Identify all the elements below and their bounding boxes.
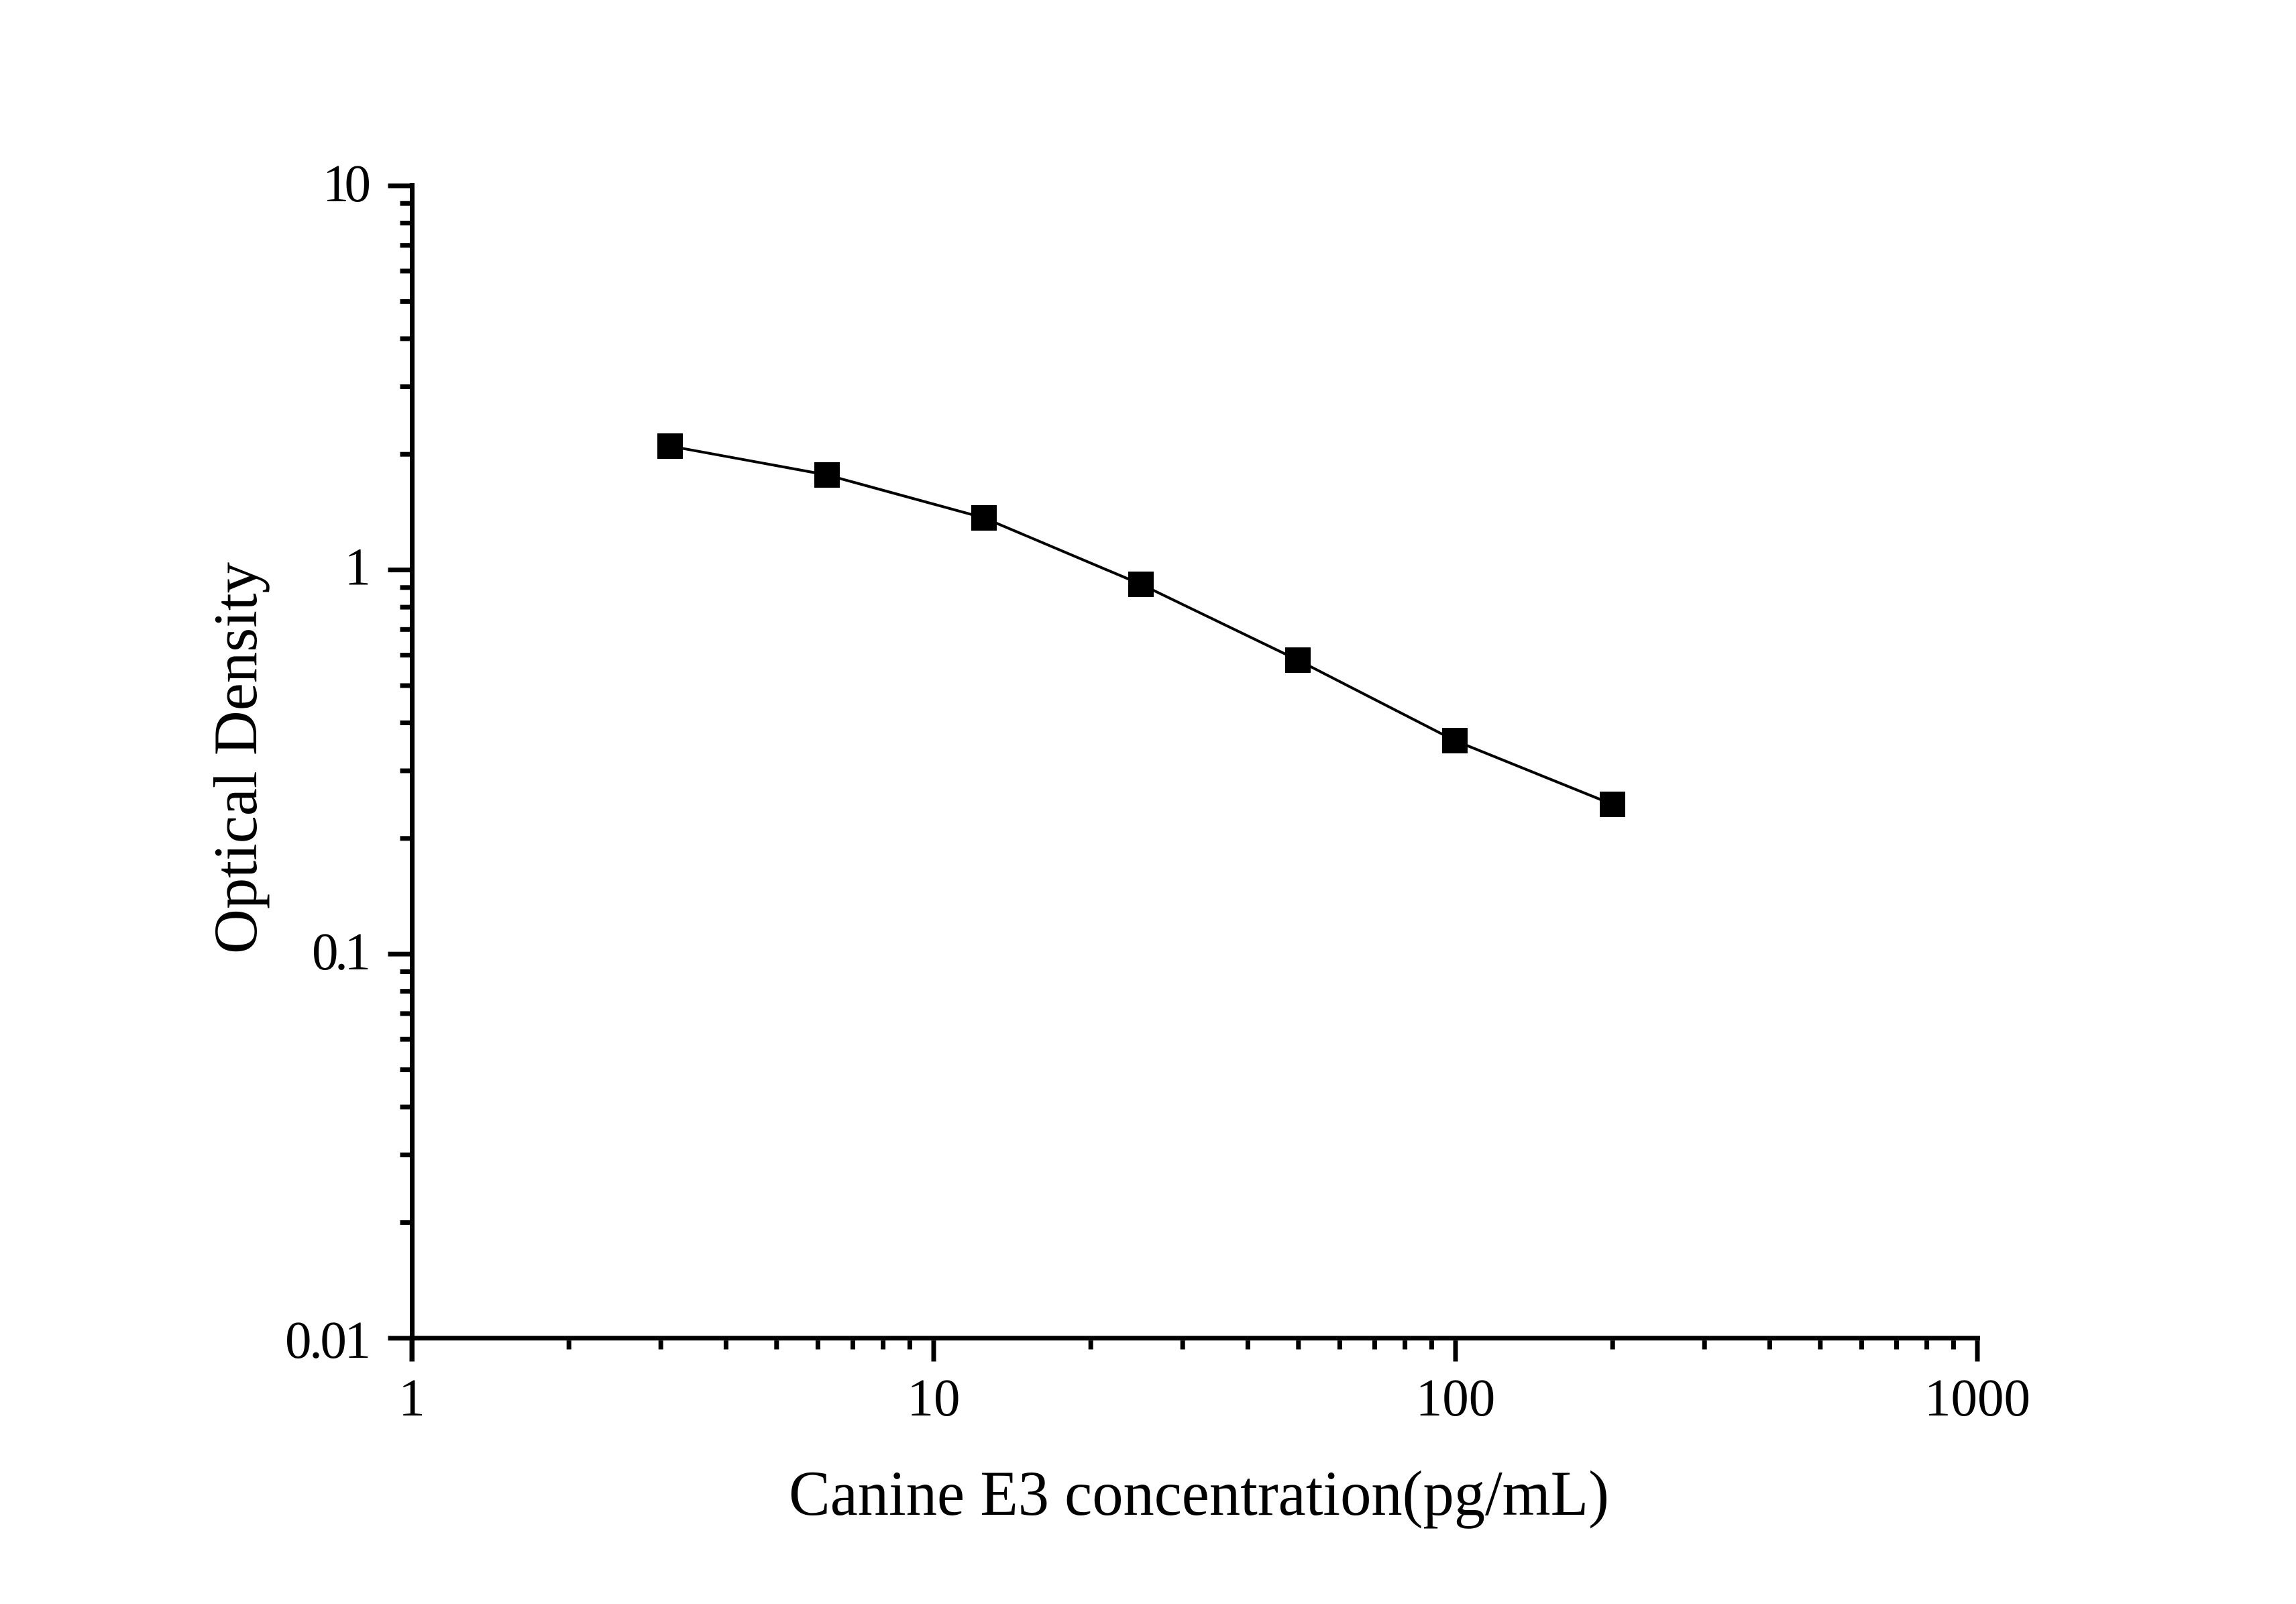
svg-text:1: 1 [345,539,372,597]
svg-text:0.01: 0.01 [285,1312,371,1370]
svg-text:100: 100 [1416,1369,1496,1428]
svg-text:Optical Density: Optical Density [201,562,270,954]
svg-text:1000: 1000 [1924,1369,2030,1428]
svg-text:Canine E3 concentration(pg/mL): Canine E3 concentration(pg/mL) [789,1458,1609,1529]
svg-text:10: 10 [908,1369,961,1428]
svg-text:1: 1 [398,1369,425,1428]
svg-text:10: 10 [323,155,371,213]
svg-text:0.1: 0.1 [312,923,371,981]
